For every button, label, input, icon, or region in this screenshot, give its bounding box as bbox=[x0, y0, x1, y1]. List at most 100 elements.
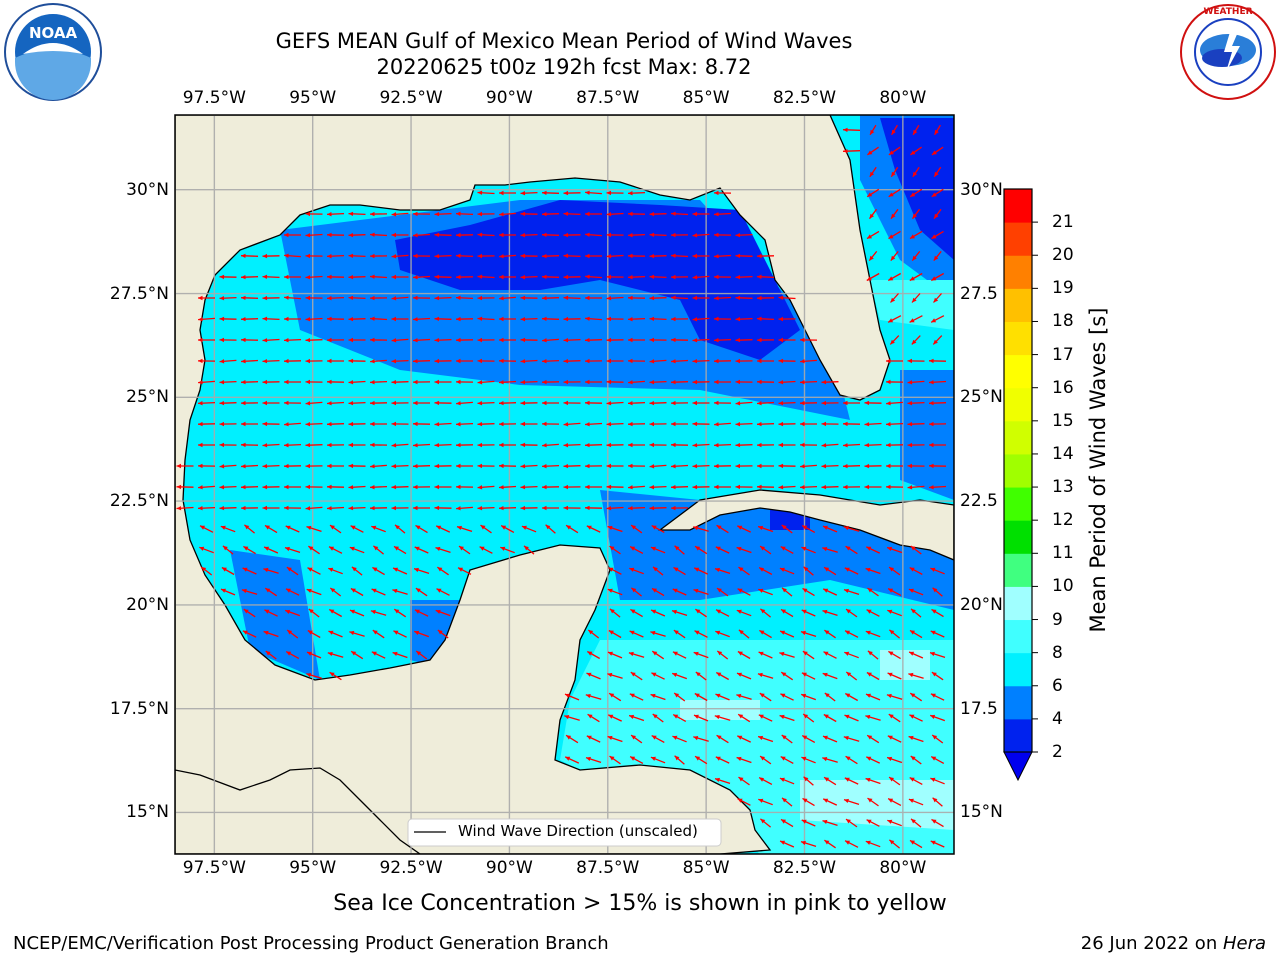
wind-wave-arrow-head bbox=[694, 567, 700, 572]
wind-wave-arrow-head bbox=[888, 150, 894, 155]
wind-wave-arrow-head bbox=[845, 756, 851, 761]
wind-wave-arrow-head bbox=[778, 463, 784, 469]
wind-wave-arrow-head bbox=[930, 714, 936, 719]
wind-wave-arrow-head bbox=[198, 337, 203, 343]
wind-wave-arrow-head bbox=[631, 735, 636, 740]
wind-wave-arrow-head bbox=[305, 253, 310, 259]
wind-wave-arrow-head bbox=[714, 190, 719, 196]
wind-wave-arrow-head bbox=[262, 253, 268, 259]
wind-wave-arrow-head bbox=[910, 840, 915, 845]
wind-wave-arrow-head bbox=[305, 484, 310, 490]
wind-wave-arrow-head bbox=[843, 149, 848, 154]
wind-wave-arrow-head bbox=[628, 233, 633, 238]
lon-tick-bottom: 90°W bbox=[485, 858, 533, 878]
wind-wave-arrow-head bbox=[907, 442, 912, 448]
lon-tick-top: 92.5°W bbox=[379, 88, 443, 108]
wind-wave-arrow-head bbox=[694, 693, 700, 698]
wind-wave-arrow-head bbox=[801, 672, 807, 677]
wind-wave-arrow-head bbox=[219, 274, 225, 280]
wind-wave-arrow-head bbox=[803, 776, 809, 782]
wind-wave-arrow-head bbox=[477, 380, 483, 385]
wind-wave-arrow-head bbox=[329, 546, 334, 551]
wind-wave-arrow-head bbox=[456, 484, 461, 490]
wind-wave-arrow-head bbox=[738, 777, 744, 782]
wind-wave-arrow-head bbox=[822, 819, 828, 824]
wind-wave-arrow-head bbox=[606, 190, 611, 196]
wind-wave-arrow-head bbox=[930, 630, 936, 635]
wind-wave-arrow-head bbox=[479, 546, 485, 551]
wind-wave-arrow-head bbox=[887, 672, 893, 677]
wind-wave-arrow-head bbox=[628, 380, 633, 385]
wind-wave-arrow-head bbox=[198, 506, 203, 511]
wind-wave-arrow-head bbox=[413, 464, 418, 469]
wind-wave-arrow-head bbox=[931, 672, 937, 677]
wind-wave-arrow-head bbox=[865, 840, 871, 845]
wind-wave-arrow-head bbox=[909, 651, 915, 656]
wind-wave-arrow-head bbox=[890, 297, 896, 303]
wind-wave-arrow-head bbox=[435, 546, 441, 551]
wind-wave-arrow-head bbox=[888, 651, 894, 656]
wind-wave-arrow-head bbox=[327, 254, 332, 259]
wind-wave-arrow-head bbox=[759, 777, 765, 782]
wind-wave-arrow-head bbox=[908, 798, 914, 803]
wind-wave-arrow-head bbox=[413, 295, 418, 301]
chart-subtitle: 20220625 t00z 192h fcst Max: 8.72 bbox=[376, 55, 752, 79]
colorbar-segment bbox=[1004, 420, 1032, 455]
wind-wave-arrow-head bbox=[821, 400, 826, 406]
wind-wave-arrow-head bbox=[391, 296, 397, 301]
wind-wave-arrow-head bbox=[757, 379, 762, 385]
lat-tick-right: 17.5 bbox=[960, 698, 998, 719]
wind-wave-arrow-head bbox=[542, 338, 547, 343]
wind-wave-arrow-head bbox=[284, 484, 289, 490]
wind-wave-arrow-head bbox=[757, 401, 762, 406]
wind-wave-arrow-head bbox=[717, 651, 723, 656]
wind-wave-arrow-head bbox=[456, 506, 461, 511]
colorbar-segment bbox=[1004, 553, 1032, 587]
wind-wave-arrow-head bbox=[757, 274, 762, 279]
wind-wave-arrow-head bbox=[327, 422, 332, 427]
wind-wave-arrow-head bbox=[823, 651, 829, 656]
wind-wave-arrow-head bbox=[672, 588, 678, 593]
wind-wave-arrow-head bbox=[843, 421, 848, 427]
wind-wave-arrow-head bbox=[628, 317, 633, 322]
wind-wave-arrow-head bbox=[373, 545, 379, 551]
wind-wave-arrow-head bbox=[823, 588, 829, 593]
wind-wave-arrow-head bbox=[692, 484, 698, 490]
wind-wave-arrow-head bbox=[392, 651, 398, 656]
wind-wave-arrow-head bbox=[716, 735, 722, 740]
wind-wave-arrow-head bbox=[693, 588, 699, 593]
wind-wave-arrow-head bbox=[802, 798, 808, 803]
wind-wave-arrow-head bbox=[867, 588, 873, 593]
wind-wave-arrow-head bbox=[565, 693, 570, 698]
wind-wave-arrow-head bbox=[370, 316, 375, 321]
wind-wave-arrow-head bbox=[414, 630, 420, 635]
wind-wave-arrow-head bbox=[780, 630, 786, 635]
wind-wave-arrow-head bbox=[434, 316, 440, 321]
wind-wave-arrow-head bbox=[413, 275, 418, 280]
wind-wave-arrow-head bbox=[327, 212, 332, 217]
wind-wave-arrow-head bbox=[370, 400, 375, 406]
wind-wave-arrow-head bbox=[542, 484, 547, 490]
wind-wave-arrow-head bbox=[391, 485, 397, 490]
colorbar-tick-label: 21 bbox=[1052, 212, 1074, 233]
wind-wave-arrow-head bbox=[564, 715, 570, 720]
wind-wave-arrow-head bbox=[350, 525, 356, 530]
wind-wave-arrow-head bbox=[929, 442, 934, 448]
wind-wave-arrow-head bbox=[695, 609, 701, 614]
wind-wave-arrow-head bbox=[869, 213, 874, 219]
lon-tick-top: 97.5°W bbox=[182, 88, 246, 108]
wind-wave-arrow-head bbox=[241, 253, 246, 258]
lon-tick-bottom: 85°W bbox=[682, 858, 730, 878]
wind-wave-arrow-head bbox=[371, 588, 377, 593]
wind-wave-arrow-head bbox=[931, 318, 937, 323]
wind-wave-arrow-head bbox=[499, 421, 504, 427]
wind-wave-arrow-head bbox=[370, 337, 375, 343]
footer-date-text: 26 Jun 2022 on bbox=[1080, 933, 1223, 954]
wind-wave-arrow-head bbox=[630, 672, 636, 677]
wind-wave-arrow-head bbox=[628, 401, 633, 406]
wind-wave-arrow-head bbox=[563, 316, 569, 322]
wind-wave-arrow-head bbox=[929, 401, 934, 406]
wind-wave-arrow-head bbox=[351, 566, 357, 572]
wind-wave-arrow-head bbox=[758, 798, 764, 803]
lon-tick-top: 85°W bbox=[682, 88, 730, 108]
